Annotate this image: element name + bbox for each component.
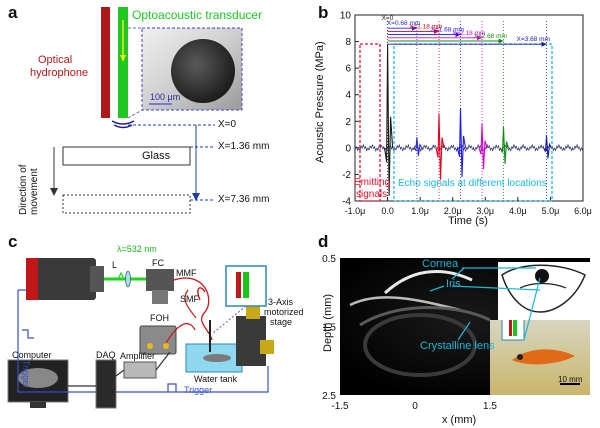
wavelength-label: λ=532 nm	[117, 244, 157, 254]
stage-label-1: 3-Axis	[268, 297, 294, 307]
delay-arrowhead-3	[455, 32, 461, 38]
glass-slide-moved	[62, 194, 191, 214]
x-tick-label: 3.0μ	[476, 206, 494, 216]
water-tank-label: Water tank	[194, 374, 238, 384]
emitting-signals-box	[359, 43, 381, 202]
daq-label: DAQ	[96, 350, 116, 360]
mmf-label: MMF	[176, 268, 197, 278]
x-tick-label: 2.0μ	[444, 206, 462, 216]
x-tick-label-d: 0	[412, 401, 418, 412]
pulse-3	[456, 107, 467, 178]
y-tick-label: 0	[345, 143, 351, 154]
chart-d-xlabel: x (mm)	[442, 414, 477, 426]
stage-label-3: stage	[270, 317, 293, 327]
panel-a-letter: a	[8, 3, 18, 22]
foh-label: FOH	[150, 313, 169, 323]
iris-label: Iris	[446, 278, 461, 290]
cornea-label: Cornea	[422, 258, 459, 270]
x-tick-label-d: 1.5	[483, 401, 497, 412]
y-tick-label: 2	[345, 117, 351, 128]
computer-label: Computer	[12, 350, 52, 360]
lens-label-d: Crystalline lens	[420, 340, 495, 352]
direction-label: Direction of movement	[18, 164, 40, 215]
transducer-label: Optoacoustic transducer	[132, 8, 263, 22]
y-tick-label: -2	[342, 170, 351, 181]
y-tick-label: 8	[345, 37, 351, 48]
y-tick-label: -4	[342, 197, 351, 208]
chart-d-ylabel: Depth (mm)	[322, 293, 334, 352]
fc-label: FC	[152, 258, 164, 268]
echo-signals-box	[393, 43, 553, 202]
y-tick-label: 4	[345, 90, 351, 101]
x1-label: X=1.36 mm	[218, 141, 270, 152]
marker-label-2: X=1.18 mm	[409, 23, 442, 30]
y-tick-label: 6	[345, 64, 351, 75]
chart-b-ylabel: Acoustic Pressure (MPa)	[314, 41, 326, 163]
delay-arrowhead-4	[477, 35, 483, 41]
y-tick-label-d: 0.5	[322, 254, 336, 265]
marker-label-4: X=2.18 mm	[452, 30, 485, 37]
emitting-label-1: Emitting	[354, 177, 391, 188]
glass-label: Glass	[142, 150, 171, 162]
scale-bar-label: 100 μm	[150, 92, 181, 102]
noise-baseline	[354, 143, 584, 153]
stage-label-2: motorized	[264, 307, 304, 317]
delay-arrowhead-1	[411, 25, 417, 31]
emitting-label-2: signals	[356, 189, 388, 200]
trigger-bottom-label: Trigger	[184, 385, 213, 395]
foh-box	[139, 325, 177, 355]
delay-arrowhead-2	[434, 28, 440, 34]
panel-c-letter: c	[8, 232, 18, 251]
delay-arrowhead-5	[498, 38, 504, 44]
x-tick-label: 0.0	[381, 206, 394, 216]
x-tick-label-d: -1.5	[331, 401, 349, 412]
panel-c	[7, 258, 274, 409]
pulse-5	[499, 126, 510, 164]
lens-L	[125, 270, 131, 288]
fiber-coupler	[146, 269, 174, 291]
echo-label: Echo signals at different locations	[398, 178, 547, 189]
amplifier-label: Amplifier	[120, 351, 156, 361]
pulse-4	[478, 123, 488, 170]
optoacoustic-transducer-fiber	[118, 7, 128, 118]
hydrophone-label-2: hydrophone	[30, 67, 89, 79]
panel-d-letter: d	[318, 232, 329, 251]
chart-b-xlabel: Time (s)	[448, 215, 488, 227]
amplifier-box	[123, 361, 157, 379]
y-tick-label: 10	[340, 11, 352, 22]
delay-arrowhead-6	[541, 41, 547, 47]
hydrophone-label-1: Optical	[38, 54, 73, 66]
scale-label-d: 10 mm	[558, 375, 583, 384]
optical-hydrophone-fiber	[101, 7, 110, 118]
glass-slide	[62, 146, 191, 166]
panel-a	[50, 7, 243, 214]
y-tick-label-d: 2.5	[322, 391, 336, 402]
x-tick-label: -1.0μ	[345, 206, 366, 216]
smf-label: SMF	[180, 294, 199, 304]
laser-source	[26, 258, 96, 300]
marker-label-6: X=3.68 mm	[517, 36, 550, 43]
marker-label-5: X=2.68 mm	[474, 33, 507, 40]
panel-b-letter: b	[318, 3, 329, 22]
marker-label-3: X=1.68 mm	[431, 27, 464, 34]
daq-tower	[95, 359, 117, 409]
x0-label: X=0	[218, 119, 237, 130]
pulse-0	[384, 44, 394, 196]
x-tick-label: 6.0μ	[574, 206, 592, 216]
pulse-1	[413, 137, 423, 156]
x-tick-label: 5.0μ	[542, 206, 560, 216]
panel-d: -1.5 0 1.5 0.5 1.5 2.5	[322, 254, 590, 412]
marker-label-0: X=0	[382, 15, 394, 22]
marker-label-1: X=0.68 mm	[387, 20, 420, 27]
lens-label: L	[112, 260, 118, 270]
x-tick-label: 4.0μ	[509, 206, 527, 216]
pulse-6	[543, 135, 552, 159]
y-tick-label-d: 1.5	[322, 323, 336, 334]
x-tick-label: 1.0μ	[411, 206, 429, 216]
x2-label: X=7.36 mm	[218, 194, 270, 205]
trigger-left-label: Trigger	[21, 360, 31, 389]
panel-b-chart: -4 -2 0 2 4 6 8 10 -1.0μ 0.0 1.0μ 2.0μ 3.0μ 4.0μ 5.0μ 6…	[340, 11, 592, 217]
pulse-2	[435, 113, 445, 180]
